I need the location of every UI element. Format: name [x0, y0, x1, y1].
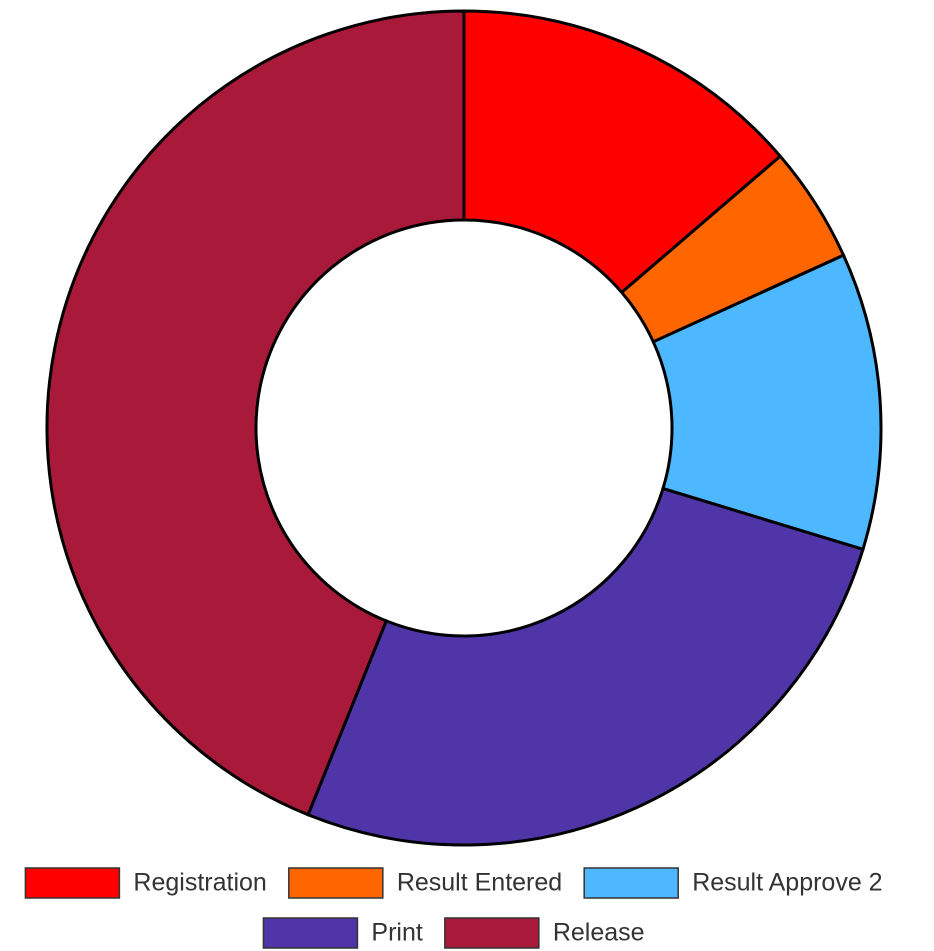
donut-slice [651, 253, 883, 552]
legend-swatch [288, 867, 384, 899]
legend-row: Print Release [262, 917, 645, 949]
legend-swatch [24, 867, 121, 899]
legend-label: Print [371, 919, 422, 947]
legend-label: Result Approve 2 [692, 869, 882, 897]
legend-swatch [262, 917, 359, 949]
donut-slice [306, 486, 865, 847]
legend-label: Release [553, 919, 645, 947]
donut-slice [462, 9, 783, 295]
legend-swatch [444, 917, 540, 949]
legend-label: Result Entered [397, 869, 562, 897]
donut-slice [45, 9, 466, 817]
legend-label: Registration [133, 869, 266, 897]
legend-swatch [583, 867, 679, 899]
legend-row: Registration Result Entered Result Approve… [24, 867, 883, 899]
